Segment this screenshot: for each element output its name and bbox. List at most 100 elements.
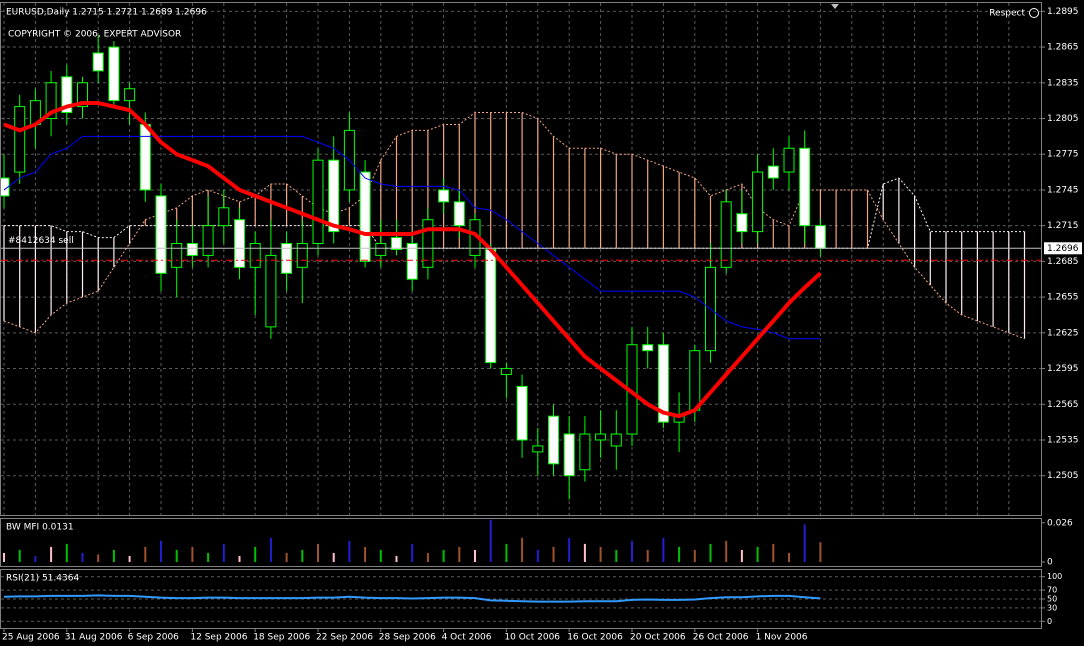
bar bbox=[568, 537, 571, 562]
candle-body bbox=[312, 159, 324, 245]
bar bbox=[725, 540, 728, 562]
bar bbox=[285, 552, 288, 562]
candle-body bbox=[92, 52, 104, 72]
x-tick-label: 22 Sep 2006 bbox=[316, 633, 373, 643]
candle-body bbox=[767, 165, 779, 179]
y-tick-label: 1.2775 bbox=[1047, 150, 1079, 160]
y-tick-label: 50 bbox=[1047, 595, 1057, 604]
bar bbox=[222, 543, 225, 562]
y-tick-label: 0 bbox=[1047, 617, 1052, 626]
bar bbox=[615, 549, 618, 562]
bar bbox=[646, 549, 649, 562]
candle-body bbox=[720, 201, 732, 268]
y-tick-label: 1.2685 bbox=[1047, 257, 1079, 267]
bar bbox=[364, 546, 367, 562]
bar bbox=[803, 524, 806, 562]
indicator-line bbox=[3, 135, 821, 340]
candle-body bbox=[375, 243, 387, 256]
x-tick-label: 28 Sep 2006 bbox=[379, 633, 436, 643]
bar bbox=[160, 540, 162, 562]
y-tick-label: 1.2895 bbox=[1047, 7, 1079, 17]
x-tick-label: 26 Oct 2006 bbox=[693, 633, 749, 643]
y-tick-label: 1.2835 bbox=[1047, 78, 1079, 88]
candle-body bbox=[610, 433, 622, 447]
candle-body bbox=[234, 219, 245, 268]
candle-body bbox=[14, 106, 26, 173]
candle-body bbox=[532, 445, 544, 453]
bar bbox=[631, 540, 633, 562]
y-tick-label: 70 bbox=[1047, 586, 1057, 595]
y-tick-label: 1.2805 bbox=[1047, 114, 1079, 124]
y-tick-label: 0.026 bbox=[1047, 518, 1073, 528]
bar bbox=[489, 519, 492, 562]
plot-layer: 1.2505 1.2535 1.2565 1.2595 1.2625 1.2655 1.26… bbox=[0, 3, 1082, 643]
expert-status: Respect bbox=[989, 9, 1025, 19]
bar bbox=[521, 537, 524, 562]
candle-body bbox=[579, 433, 591, 471]
bar bbox=[772, 543, 775, 562]
bar bbox=[191, 546, 194, 562]
candle-body bbox=[265, 254, 277, 328]
bar bbox=[18, 549, 21, 562]
candle-body bbox=[45, 82, 57, 119]
bar bbox=[332, 552, 335, 562]
bar bbox=[112, 549, 115, 562]
rsi-panel-frame bbox=[0, 569, 1042, 629]
candle-body bbox=[359, 171, 371, 262]
bar bbox=[144, 546, 147, 562]
y-tick-label: 1.2745 bbox=[1047, 185, 1079, 195]
bar bbox=[662, 537, 665, 562]
indicator-line bbox=[3, 101, 822, 419]
bar bbox=[505, 543, 508, 562]
candle-body bbox=[689, 350, 701, 411]
candle-body bbox=[296, 243, 308, 268]
bar bbox=[207, 552, 210, 562]
x-tick-label: 20 Oct 2006 bbox=[630, 633, 686, 643]
bar bbox=[254, 546, 257, 562]
bar bbox=[65, 543, 68, 562]
x-tick-label: 18 Sep 2006 bbox=[253, 633, 310, 643]
candle-body bbox=[657, 344, 669, 423]
candle-body bbox=[642, 344, 654, 352]
cloud-edge bbox=[3, 112, 1025, 340]
bar bbox=[536, 549, 539, 562]
bar bbox=[599, 546, 602, 562]
bar bbox=[81, 552, 84, 562]
bar bbox=[97, 554, 100, 562]
bar bbox=[583, 543, 586, 562]
shift-marker[interactable] bbox=[831, 4, 839, 9]
candle-body bbox=[595, 433, 607, 441]
bar bbox=[426, 552, 429, 562]
candle-body bbox=[814, 225, 826, 249]
mfi-title: BW MFI 0.0131 bbox=[6, 523, 74, 533]
bar bbox=[34, 555, 37, 562]
candle-body bbox=[249, 243, 261, 268]
y-tick-label: 1.2865 bbox=[1047, 43, 1079, 53]
bar bbox=[458, 546, 461, 562]
candle-body bbox=[281, 243, 293, 274]
bar bbox=[175, 549, 178, 562]
candle-body bbox=[218, 207, 230, 227]
y-tick-label: 1.2565 bbox=[1047, 400, 1079, 410]
bar bbox=[756, 546, 759, 562]
candle-body bbox=[155, 195, 167, 274]
bar bbox=[379, 549, 382, 562]
bar bbox=[3, 552, 5, 562]
rsi-line bbox=[3, 594, 821, 603]
bar bbox=[474, 549, 476, 562]
candle-body bbox=[61, 76, 73, 114]
bar bbox=[301, 549, 304, 562]
bar bbox=[819, 542, 822, 562]
bar bbox=[442, 549, 445, 562]
candle-body bbox=[453, 201, 465, 227]
candle-body bbox=[186, 243, 198, 256]
y-tick-label: 1.2535 bbox=[1047, 435, 1079, 445]
x-tick-label: 31 Aug 2006 bbox=[65, 633, 123, 643]
x-tick-label: 16 Oct 2006 bbox=[567, 633, 623, 643]
x-tick-label: 10 Oct 2006 bbox=[504, 633, 560, 643]
candle-body bbox=[202, 225, 214, 256]
smiley-icon bbox=[1029, 8, 1039, 18]
bar bbox=[693, 549, 696, 562]
